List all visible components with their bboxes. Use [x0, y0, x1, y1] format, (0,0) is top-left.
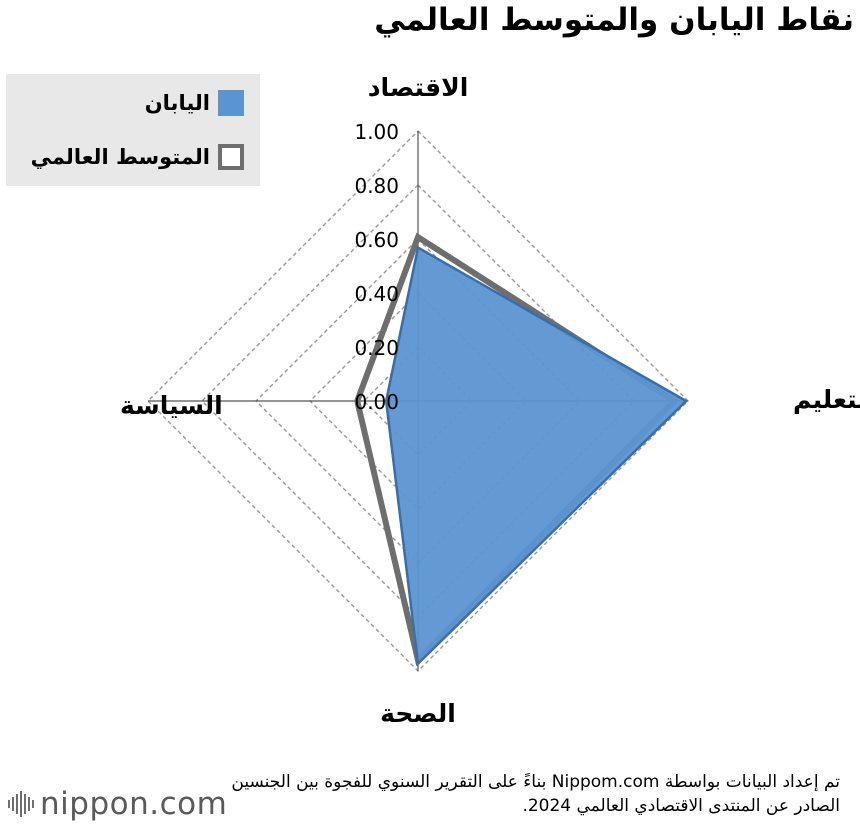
chart-legend: اليابان المتوسط العالمي [6, 74, 260, 186]
axis-label-3: السياسة [120, 391, 223, 420]
logo-text: nippon.com [40, 786, 228, 822]
legend-label-japan: اليابان [144, 91, 210, 115]
tick-label-3: 0.60 [354, 228, 399, 252]
tick-label-4: 0.80 [354, 174, 399, 198]
legend-item-world-average: المتوسط العالمي [31, 144, 244, 170]
logo-bars-icon [8, 791, 34, 817]
tick-label-5: 1.00 [354, 120, 399, 144]
source-note: تم إعداد البيانات بواسطة Nippom.com بناء… [231, 772, 840, 816]
tick-label-1: 0.20 [354, 336, 399, 360]
axis-label-2: الصحة [380, 699, 456, 728]
legend-swatch-world-average [218, 144, 244, 170]
chart-title: نقاط اليابان والمتوسط العالمي [374, 2, 854, 38]
axis-label-0: الاقتصاد [368, 73, 469, 102]
nippon-logo: nippon.com [8, 786, 227, 822]
legend-item-japan: اليابان [145, 90, 244, 116]
axis-label-1: التعليم [793, 385, 860, 414]
legend-swatch-japan [218, 90, 244, 116]
tick-label-2: 0.40 [354, 282, 399, 306]
tick-label-0: 0.00 [354, 390, 399, 414]
legend-label-world-average: المتوسط العالمي [30, 145, 210, 169]
series-japan-polygon [384, 245, 689, 667]
